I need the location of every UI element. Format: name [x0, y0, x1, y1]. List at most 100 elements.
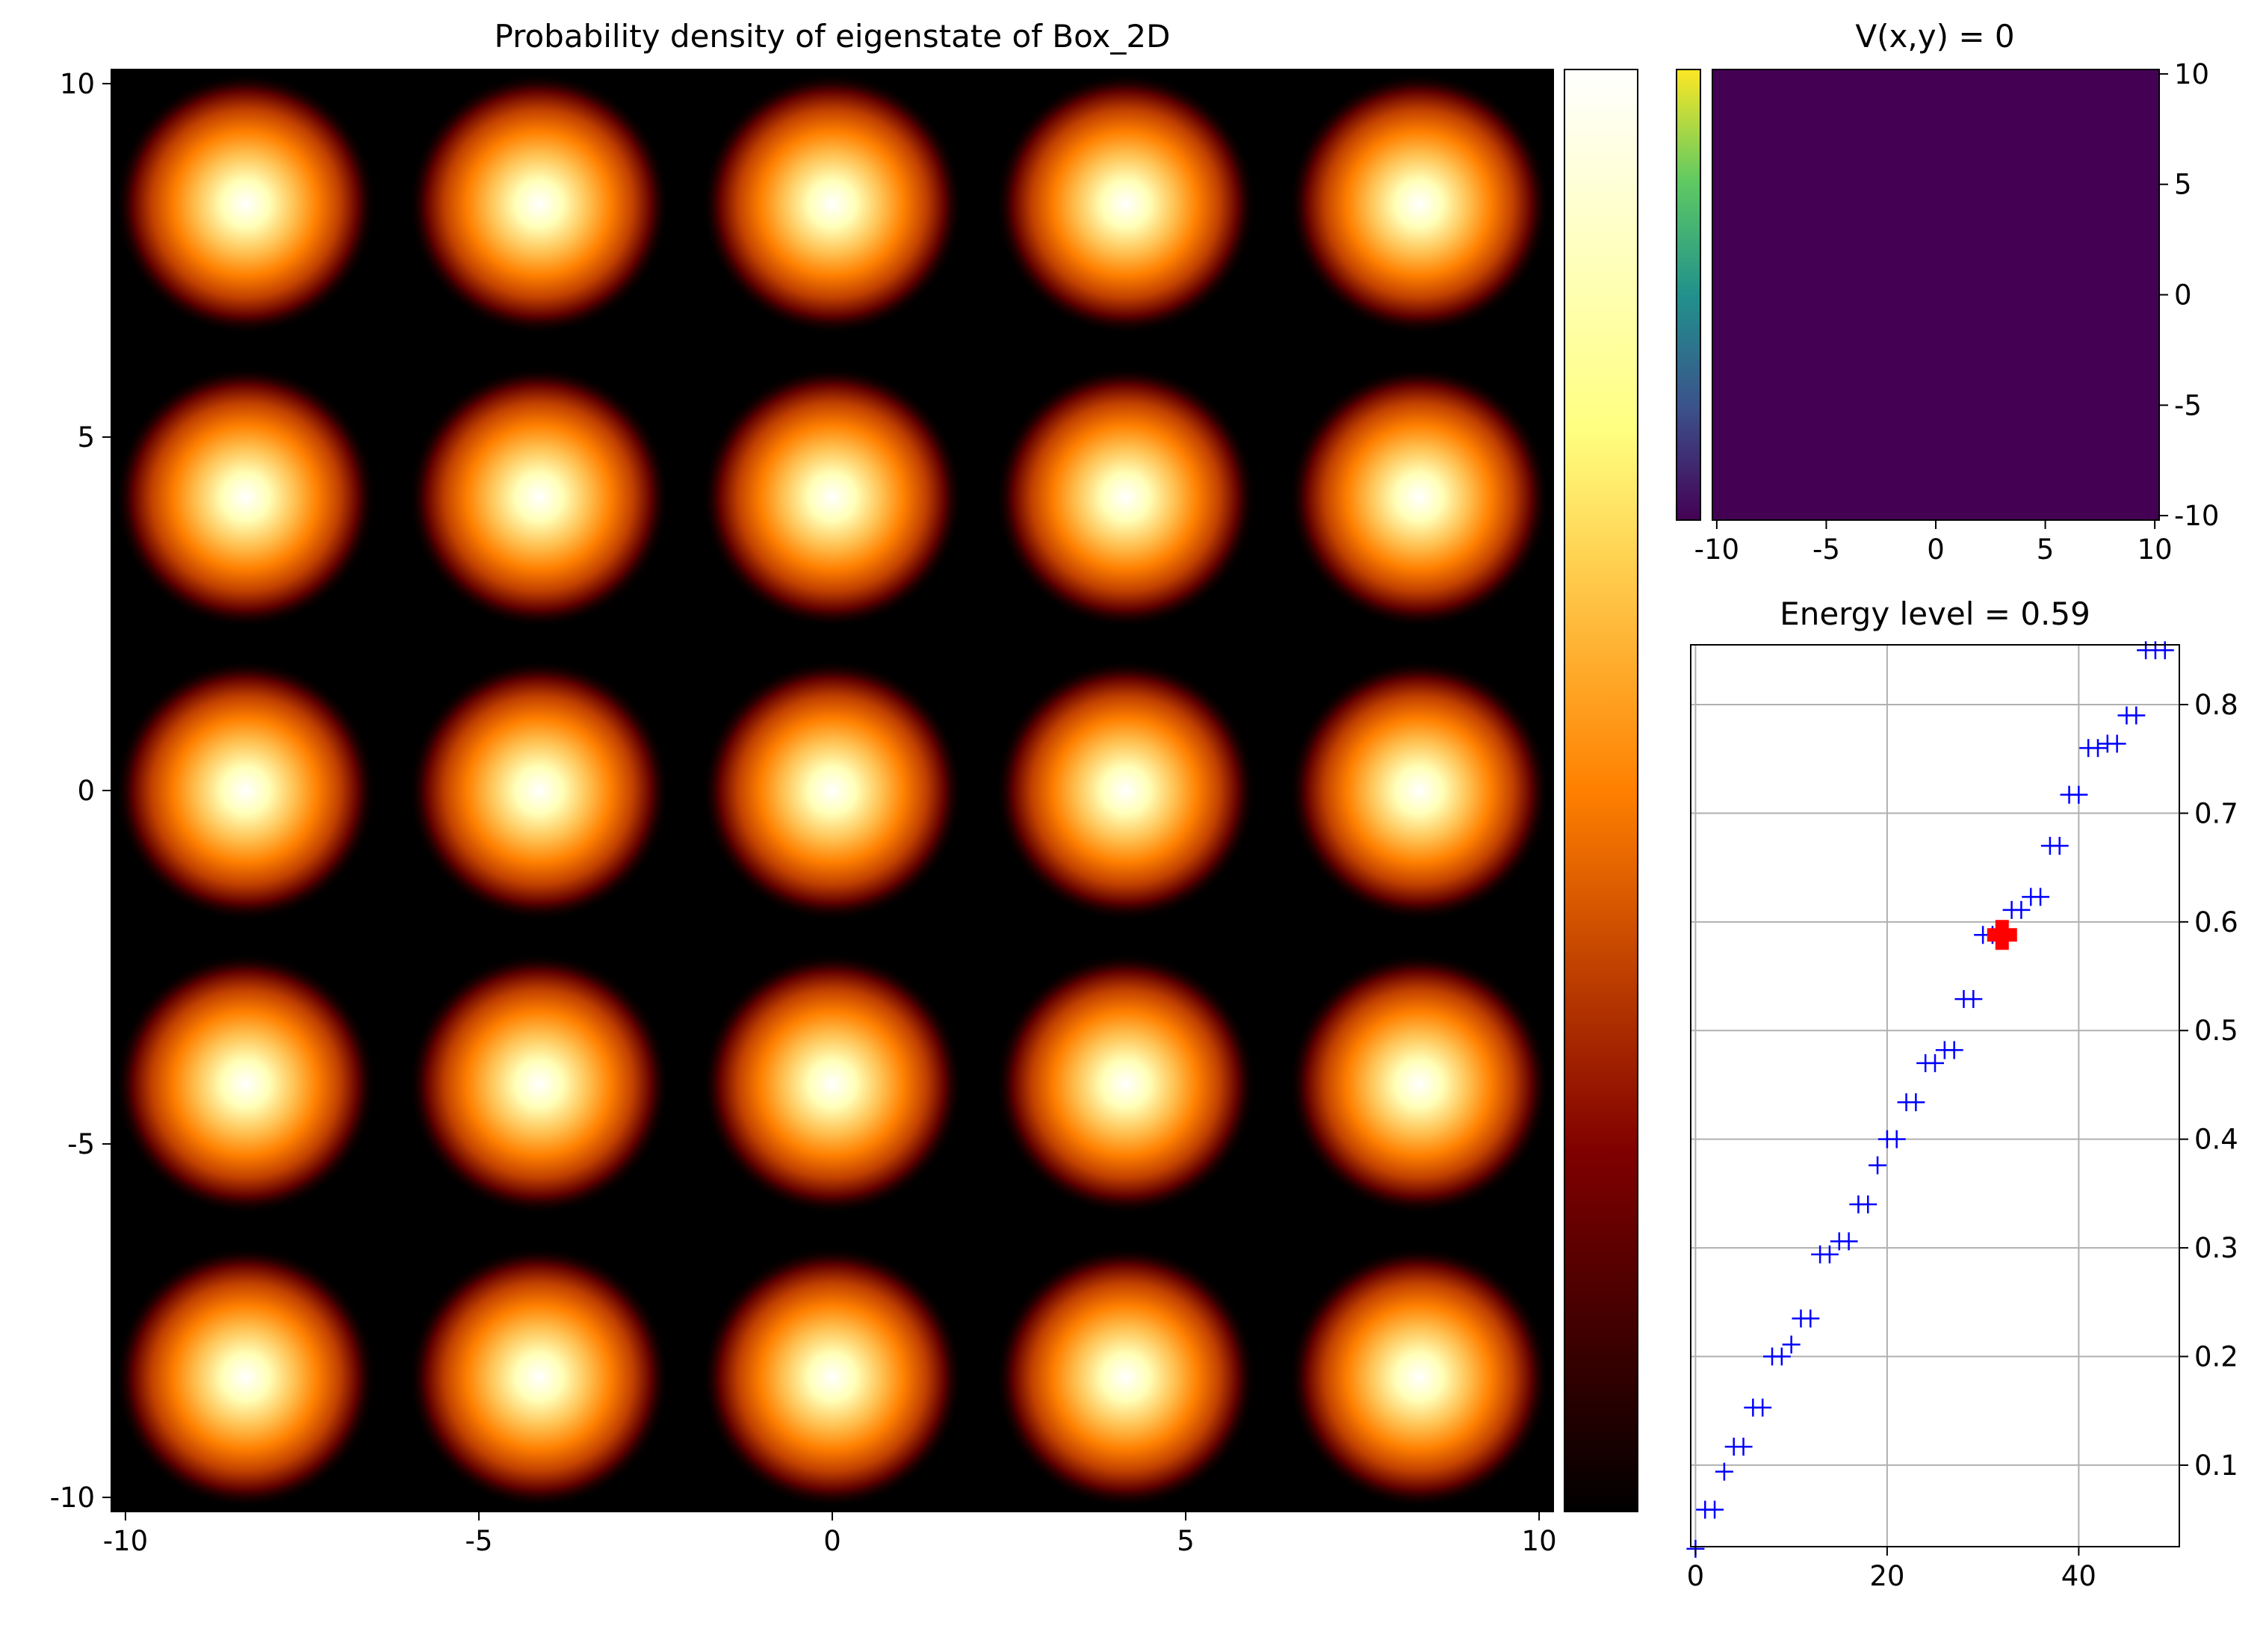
energy-point — [1782, 1335, 1801, 1354]
energy-y-tick-label: 0.8 — [2194, 689, 2238, 721]
density-x-tick-label: -5 — [465, 1525, 493, 1557]
potential-x-ticks: -10 -5 0 5 10 — [1694, 520, 2173, 566]
density-peak-4-0 — [114, 1246, 377, 1509]
density-peak-3-3 — [994, 953, 1257, 1215]
energy-y-tick-label: 0.4 — [2194, 1124, 2238, 1156]
density-peaks — [114, 72, 1550, 1509]
potential-y-ticks: -10 -5 0 5 10 — [2159, 58, 2219, 532]
density-peak-2-3 — [994, 660, 1257, 921]
density-peak-0-1 — [408, 72, 670, 335]
potential-x-tick-label: 10 — [2137, 533, 2173, 566]
energy-point — [1964, 990, 1983, 1009]
potential-y-tick-label: 0 — [2174, 279, 2192, 312]
density-x-tick-label: 5 — [1177, 1525, 1195, 1557]
potential-y-tick-label: 5 — [2174, 169, 2192, 201]
energy-point — [2050, 837, 2069, 856]
energy-point — [1772, 1347, 1791, 1366]
energy-point — [2089, 739, 2107, 758]
energy-point — [1706, 1500, 1724, 1519]
density-x-tick-label: 10 — [1522, 1525, 1557, 1557]
energy-point — [1907, 1093, 1925, 1112]
density-y-ticks: -10 -5 0 5 10 — [50, 68, 111, 1514]
energy-x-tick-label: 40 — [2061, 1560, 2096, 1592]
density-plot: Probability density of eigenstate of Box… — [50, 18, 1557, 1557]
energy-highlight-point — [1987, 920, 2017, 950]
density-peak-2-4 — [1288, 660, 1550, 921]
energy-x-ticks: 0 20 40 — [1687, 1547, 2096, 1592]
density-peak-1-3 — [994, 366, 1257, 628]
energy-point — [2127, 706, 2146, 725]
energy-point — [1926, 1054, 1944, 1072]
energy-y-tick-label: 0.5 — [2194, 1015, 2238, 1047]
potential-x-tick-label: 0 — [1927, 533, 1945, 566]
potential-map — [1712, 69, 2160, 521]
energy-point — [1945, 1041, 1963, 1059]
density-peak-1-0 — [114, 366, 377, 628]
density-peak-0-4 — [1288, 72, 1550, 335]
energy-y-tick-label: 0.1 — [2194, 1450, 2238, 1482]
density-peak-1-1 — [408, 366, 670, 628]
energy-y-tick-label: 0.7 — [2194, 797, 2238, 829]
potential-colorbar — [1676, 69, 1701, 521]
potential-y-tick-label: 10 — [2174, 58, 2209, 90]
energy-point — [2031, 888, 2050, 906]
density-peak-4-4 — [1288, 1246, 1550, 1509]
density-y-tick-label: -5 — [67, 1128, 95, 1160]
energy-frame — [1690, 644, 2180, 1547]
energy-point — [1801, 1309, 1820, 1328]
density-peak-2-2 — [702, 660, 963, 921]
energy-y-tick-label: 0.2 — [2194, 1341, 2238, 1373]
density-peak-3-4 — [1288, 953, 1550, 1215]
energy-point — [1887, 1130, 1906, 1148]
energy-point — [1839, 1232, 1858, 1251]
density-peak-0-2 — [702, 72, 963, 335]
energy-y-tick-label: 0.3 — [2194, 1232, 2238, 1264]
density-y-tick-label: 5 — [77, 421, 95, 454]
density-x-ticks: -10 -5 0 5 10 — [103, 1512, 1557, 1557]
density-peak-2-1 — [408, 660, 670, 921]
density-peak-4-2 — [702, 1246, 963, 1509]
energy-point — [2012, 900, 2031, 919]
energy-highlight — [1987, 920, 2017, 950]
density-colorbar — [1564, 69, 1638, 1512]
energy-point — [1869, 1156, 1887, 1175]
energy-points — [1686, 641, 2174, 1558]
density-title: Probability density of eigenstate of Box… — [495, 18, 1171, 55]
density-y-tick-label: 10 — [60, 68, 95, 100]
density-peak-1-2 — [702, 366, 963, 628]
energy-point — [1734, 1438, 1753, 1456]
density-peak-0-0 — [114, 72, 377, 335]
energy-point — [2108, 734, 2126, 753]
potential-x-tick-label: 5 — [2037, 533, 2055, 566]
density-x-tick-label: -10 — [103, 1525, 148, 1557]
density-peak-2-0 — [114, 660, 377, 921]
density-peak-3-1 — [408, 953, 670, 1215]
density-peak-3-2 — [702, 953, 963, 1215]
energy-title: Energy level = 0.59 — [1780, 595, 2090, 632]
potential-plot: V(x,y) = 0 -10 -5 0 5 10 -10 -5 0 5 10 — [1676, 18, 2219, 566]
density-colorbar-gradient — [1564, 69, 1638, 1512]
energy-background — [1691, 645, 2179, 1547]
density-peak-3-0 — [114, 953, 377, 1215]
density-peak-4-3 — [994, 1246, 1257, 1509]
energy-point — [2070, 785, 2088, 804]
energy-plot: Energy level = 0.59 0 20 40 0.10.20.30.40.… — [1686, 595, 2238, 1592]
energy-y-ticks: 0.1 0.2 0.3 0.4 0.5 0.6 0.7 0.8 — [2179, 689, 2238, 1482]
potential-title: V(x,y) = 0 — [1855, 18, 2014, 55]
density-peak-4-1 — [408, 1246, 670, 1509]
energy-x-tick-label: 20 — [1869, 1560, 1904, 1592]
density-x-tick-label: 0 — [823, 1525, 841, 1557]
energy-x-tick-label: 0 — [1687, 1560, 1705, 1592]
energy-y-tick-label: 0.6 — [2194, 906, 2238, 938]
potential-y-tick-label: -5 — [2174, 389, 2202, 421]
density-peak-0-3 — [994, 72, 1257, 335]
potential-x-tick-label: -10 — [1694, 533, 1739, 566]
density-peak-1-4 — [1288, 366, 1550, 628]
energy-point — [1820, 1245, 1839, 1263]
energy-point — [1715, 1462, 1733, 1481]
energy-point — [1753, 1398, 1772, 1417]
density-y-tick-label: -10 — [50, 1482, 95, 1514]
potential-x-tick-label: -5 — [1813, 533, 1840, 566]
energy-point — [1859, 1195, 1878, 1213]
